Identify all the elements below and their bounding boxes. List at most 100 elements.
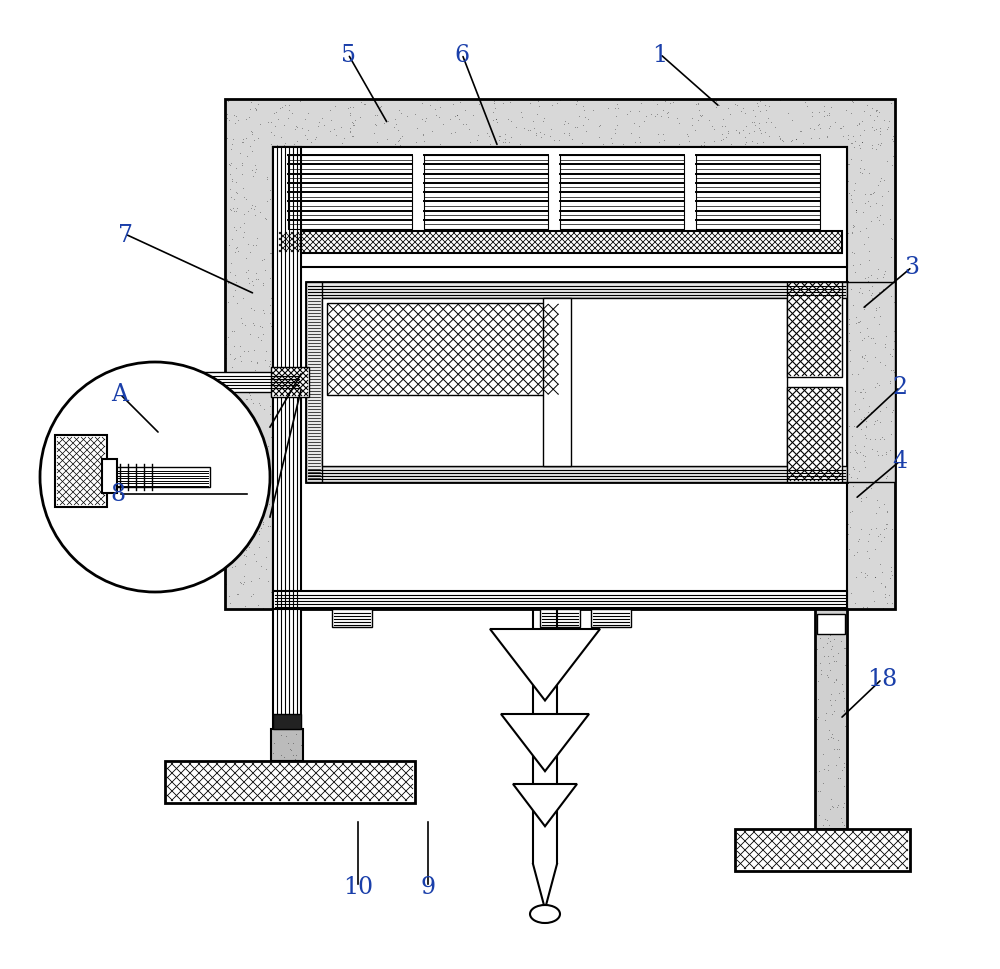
- Point: [655, 103, 671, 118]
- Point: [376, 435, 392, 451]
- Point: [798, 318, 814, 333]
- Point: [650, 128, 666, 143]
- Point: [413, 326, 429, 341]
- Point: [864, 286, 880, 301]
- Point: [280, 503, 296, 518]
- Point: [805, 167, 821, 182]
- Point: [843, 188, 859, 203]
- Point: [867, 350, 883, 365]
- Point: [747, 510, 763, 525]
- Point: [882, 347, 898, 362]
- Point: [270, 111, 286, 127]
- Point: [501, 198, 517, 213]
- Point: [460, 145, 476, 161]
- Point: [861, 527, 877, 543]
- Point: [842, 359, 858, 374]
- Point: [789, 222, 805, 237]
- Point: [473, 517, 489, 533]
- Point: [884, 568, 900, 583]
- Point: [695, 340, 711, 356]
- Point: [765, 179, 781, 195]
- Point: [341, 425, 357, 441]
- Point: [682, 264, 698, 279]
- Point: [472, 196, 488, 211]
- Point: [511, 568, 527, 583]
- Point: [598, 376, 614, 391]
- Point: [669, 421, 685, 436]
- Point: [811, 474, 827, 489]
- Point: [249, 357, 265, 372]
- Point: [793, 141, 809, 157]
- Point: [589, 289, 605, 304]
- Point: [744, 446, 760, 461]
- Point: [660, 106, 676, 121]
- Point: [258, 212, 274, 228]
- Point: [222, 265, 238, 280]
- Point: [359, 438, 375, 453]
- Point: [542, 129, 558, 144]
- Point: [554, 314, 570, 329]
- Point: [549, 588, 565, 604]
- Point: [530, 355, 546, 370]
- Point: [791, 391, 807, 407]
- Point: [654, 297, 670, 312]
- Point: [227, 267, 243, 283]
- Point: [758, 195, 774, 210]
- Point: [653, 412, 669, 427]
- Point: [286, 571, 302, 586]
- Point: [443, 580, 459, 596]
- Point: [263, 291, 279, 306]
- Point: [284, 551, 300, 567]
- Point: [220, 94, 236, 109]
- Point: [844, 94, 860, 109]
- Point: [549, 97, 565, 112]
- Point: [617, 473, 633, 488]
- Point: [605, 484, 621, 499]
- Point: [233, 435, 249, 451]
- Point: [692, 250, 708, 266]
- Point: [508, 160, 524, 175]
- Point: [761, 211, 777, 227]
- Point: [257, 454, 273, 470]
- Point: [276, 531, 292, 547]
- Point: [512, 553, 528, 569]
- Point: [339, 522, 355, 538]
- Point: [860, 404, 876, 420]
- Point: [283, 519, 299, 535]
- Point: [294, 202, 310, 217]
- Point: [771, 194, 787, 209]
- Point: [532, 335, 548, 351]
- Point: [481, 129, 497, 144]
- Point: [375, 359, 391, 374]
- Point: [817, 811, 833, 827]
- Point: [369, 157, 385, 172]
- Point: [345, 116, 361, 132]
- Point: [292, 547, 308, 562]
- Point: [397, 598, 413, 613]
- Point: [615, 402, 631, 418]
- Point: [488, 260, 504, 275]
- Point: [833, 408, 849, 423]
- Point: [737, 138, 753, 153]
- Point: [747, 502, 763, 517]
- Point: [853, 385, 869, 400]
- Point: [432, 557, 448, 573]
- Bar: [590, 610, 631, 627]
- Point: [260, 370, 276, 386]
- Point: [349, 198, 365, 213]
- Point: [531, 228, 547, 243]
- Point: [764, 459, 780, 475]
- Point: [675, 440, 691, 455]
- Point: [497, 136, 513, 151]
- Point: [352, 347, 368, 362]
- Point: [655, 387, 671, 402]
- Point: [415, 462, 431, 478]
- Point: [263, 585, 279, 601]
- Point: [549, 366, 565, 382]
- Point: [274, 462, 290, 478]
- Point: [235, 181, 251, 197]
- Point: [410, 290, 426, 305]
- Point: [859, 354, 875, 369]
- Point: [722, 597, 738, 612]
- Point: [798, 560, 814, 576]
